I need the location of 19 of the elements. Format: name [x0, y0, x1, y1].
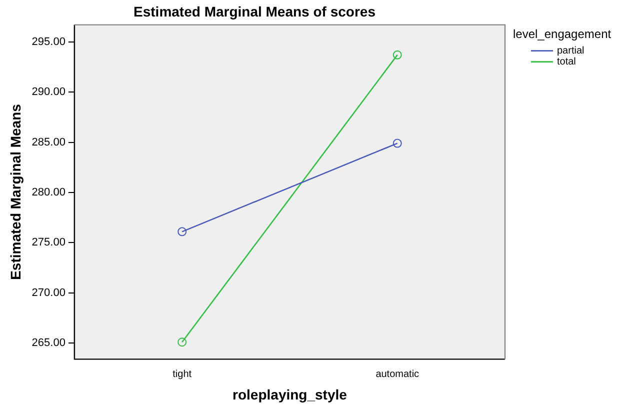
point [392, 50, 402, 60]
y-tick-label: 275.00 [32, 236, 66, 249]
x-axis-title: roleplaying_style [232, 386, 348, 402]
x-tick-label: automatic [376, 368, 420, 380]
y-tick-label: 265.00 [32, 337, 66, 350]
y-tick-label: 295.00 [32, 36, 66, 48]
y-tick-label: 270.00 [32, 286, 66, 299]
y-tick-label: 280.00 [32, 186, 66, 199]
point [392, 138, 402, 148]
legend-title: level_engagement [513, 27, 612, 42]
legend-label: partial [557, 46, 584, 57]
chart-title: Estimated Marginal Means of scores [134, 3, 376, 20]
x-tick-label: tight [172, 368, 192, 380]
legend-label: total [557, 56, 576, 68]
y-axis-title: Estimated Marginal Means [7, 104, 24, 280]
point [178, 338, 187, 347]
y-tick-label: 290.00 [32, 86, 66, 98]
point [178, 227, 187, 236]
y-tick-label: 285.00 [32, 136, 66, 148]
